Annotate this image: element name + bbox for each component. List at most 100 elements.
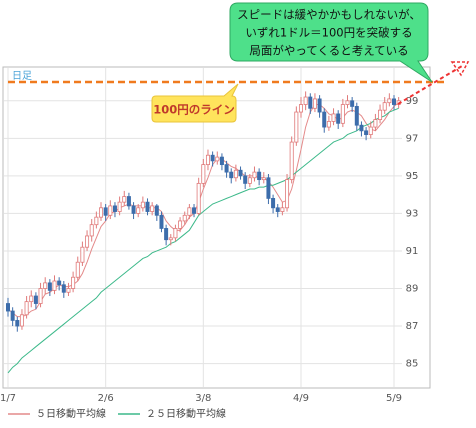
candle-body <box>182 214 187 222</box>
candle-body <box>285 179 290 209</box>
x-tick-label: 3/8 <box>195 393 211 404</box>
y-tick-label: 91 <box>406 246 419 257</box>
candle-body <box>150 205 155 212</box>
legend-label: ５日移動平均線 <box>36 407 106 420</box>
y-tick-label: 95 <box>406 171 419 182</box>
candle-body <box>340 104 345 124</box>
candle-body <box>178 220 183 229</box>
candle-body <box>312 98 317 109</box>
candle-body <box>154 205 159 216</box>
candle-body <box>33 295 38 304</box>
candle-body <box>275 207 280 212</box>
candle-body <box>159 214 164 229</box>
candle-body <box>57 280 62 286</box>
candle-body <box>205 154 210 166</box>
candle-body <box>140 201 145 209</box>
arrow-shaft <box>397 65 463 105</box>
ma-line <box>7 107 399 374</box>
candle-body <box>61 284 66 293</box>
grid: 85 87 89 91 93 95 97 99 1/7 2/6 3/8 4/9 5/9 <box>0 68 418 404</box>
candle-body <box>322 111 327 128</box>
candle-body <box>345 100 350 105</box>
candle-body <box>71 276 76 289</box>
candle-body <box>38 288 43 304</box>
candle-body <box>85 235 90 248</box>
candle-body <box>192 207 197 214</box>
candle-body <box>280 207 285 212</box>
candle-body <box>173 228 178 239</box>
y-tick-label: 93 <box>406 208 419 219</box>
candle-body <box>43 282 48 289</box>
candle-body <box>15 320 20 327</box>
candle-body <box>164 228 169 241</box>
candle-body <box>368 126 373 135</box>
candle-body <box>364 130 369 135</box>
candle-body <box>187 207 192 216</box>
candle-body <box>298 104 303 113</box>
candle-body <box>359 124 364 132</box>
candle-body <box>229 171 234 179</box>
candle-body <box>131 205 136 214</box>
candle-body <box>373 119 378 128</box>
candle-body <box>354 106 359 126</box>
line-label-box <box>151 83 239 123</box>
legend-label: ２５日移動平均線 <box>146 407 226 420</box>
candle-body <box>215 156 220 162</box>
candle-body <box>391 98 396 105</box>
annotations: スピードは緩やかかもしれないが、 いずれ1ドル＝100円を突破する 局面がやって… <box>8 2 470 123</box>
candle-body <box>108 205 113 216</box>
x-tick-label: 1/7 <box>0 393 16 404</box>
candle-body <box>196 182 201 214</box>
candle-body <box>66 288 71 293</box>
candle-body <box>308 96 313 109</box>
y-tick-label: 89 <box>406 284 419 295</box>
callout-bubble <box>229 2 433 83</box>
candle-body <box>317 98 322 113</box>
y-tick-label: 87 <box>406 321 419 332</box>
period-label: 日足 <box>12 70 32 82</box>
x-tick-label: 4/9 <box>293 393 309 404</box>
candle-body <box>382 102 387 111</box>
candle-body <box>89 224 94 237</box>
candle-body <box>247 177 252 184</box>
legend: ５日移動平均線 ２５日移動平均線 <box>8 407 226 420</box>
candle-body <box>103 207 108 216</box>
candle-body <box>24 301 29 316</box>
candle-body <box>336 113 341 124</box>
candle-body <box>387 98 392 104</box>
callout-text: スピードは緩やかかもしれないが、 <box>237 8 421 22</box>
candle-body <box>52 280 57 291</box>
candle-body <box>331 113 336 122</box>
y-tick-label: 85 <box>406 359 419 370</box>
candle-body <box>201 164 206 184</box>
candle-body <box>252 171 257 179</box>
candle-body <box>233 169 238 179</box>
candle-body <box>289 141 294 181</box>
candle-body <box>210 154 215 162</box>
arrow-head <box>450 61 470 77</box>
candle-body <box>168 237 173 241</box>
candle-body <box>145 201 150 212</box>
candle-body <box>126 196 131 207</box>
candle-body <box>350 100 355 107</box>
callout-text: 局面がやってくると考えている <box>249 44 408 58</box>
candle-body <box>303 96 308 105</box>
callout-text: いずれ1ドル＝100円を突破する <box>245 26 412 40</box>
candle-body <box>326 121 331 128</box>
candle-body <box>243 175 248 184</box>
candle-body <box>294 111 299 143</box>
candle-body <box>117 201 122 212</box>
candle-body <box>238 169 243 177</box>
candle-body <box>47 282 52 291</box>
candle-body <box>122 196 127 203</box>
y-tick-label: 97 <box>406 133 419 144</box>
candle-body <box>29 295 34 303</box>
x-tick-label: 5/9 <box>386 393 402 404</box>
candle-body <box>10 310 15 321</box>
y-tick-label: 99 <box>406 96 419 107</box>
x-tick-label: 2/6 <box>98 393 114 404</box>
candle-body <box>219 156 224 166</box>
candle-body <box>94 216 99 226</box>
candle-body <box>224 164 229 173</box>
candle-body <box>136 207 141 214</box>
